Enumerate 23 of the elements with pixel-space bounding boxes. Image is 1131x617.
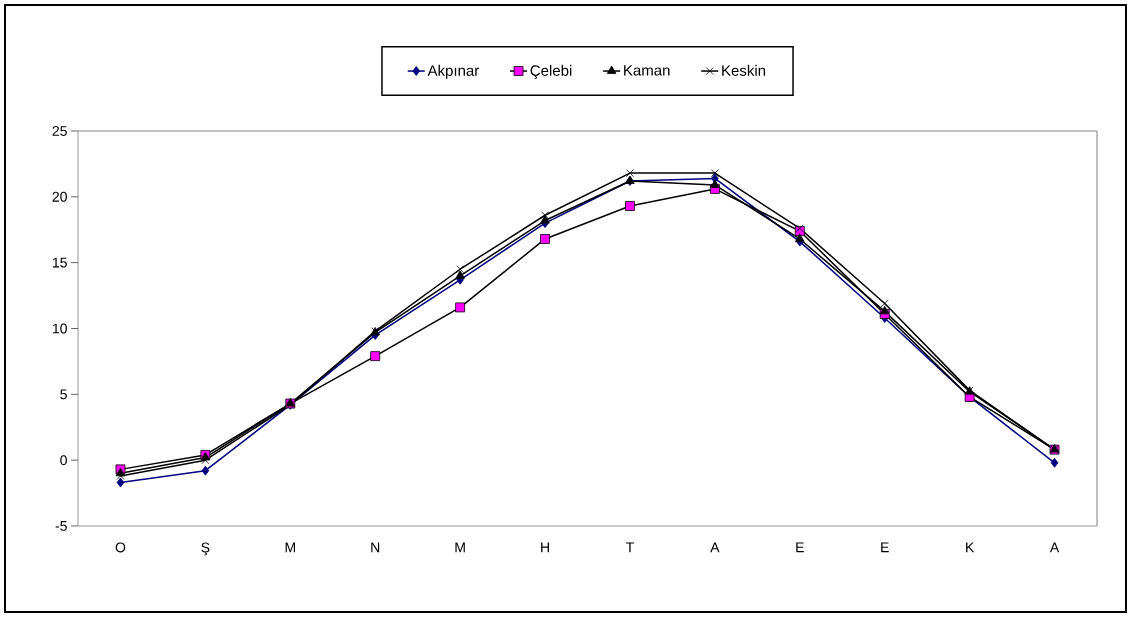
x-tick-label: M (455, 542, 465, 553)
x-tick-label: A (1049, 542, 1060, 553)
x-tick-label: M (285, 542, 295, 553)
x-tick-label: E (796, 542, 804, 553)
y-tick-label: 25 (52, 126, 67, 136)
legend-label: Akpınar (427, 64, 479, 79)
legend-label: Keskin (722, 64, 766, 76)
x-tick-label: T (626, 542, 634, 553)
y-tick-label: 10 (52, 323, 67, 334)
y-tick-label: 20 (52, 191, 67, 202)
x-tick-label: N (371, 542, 380, 553)
x-tick-label: O (115, 542, 126, 553)
x-tick-label: Ş (201, 542, 210, 556)
legend-label: Kaman (624, 65, 670, 76)
x-tick-label: E (881, 542, 889, 553)
y-tick-label: 15 (52, 257, 67, 268)
x-tick-label: K (966, 542, 975, 553)
y-tick-label: -5 (55, 521, 67, 531)
y-tick-label: 0 (60, 455, 67, 466)
y-tick-label: 5 (60, 389, 67, 400)
x-tick-label: A (710, 542, 720, 553)
legend-label: Çelebi (530, 64, 572, 79)
x-tick-label: H (541, 542, 549, 553)
